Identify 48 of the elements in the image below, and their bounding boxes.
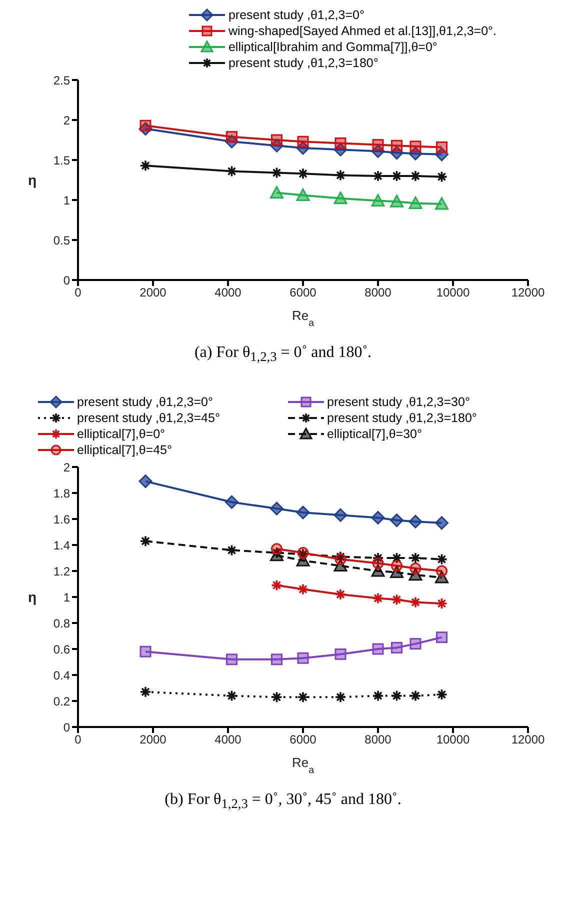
y-tick-label: 1 [63, 193, 70, 208]
legend-label: elliptical[7],θ=0° [77, 427, 166, 442]
x-tick-label: 12000 [511, 286, 546, 300]
x-tick-label: 2000 [140, 286, 167, 300]
x-tick-label: 10000 [436, 732, 470, 747]
x-axis-title: Re$_{a}$ [292, 308, 315, 328]
y-tick-label: 1.8 [53, 486, 70, 500]
legend-label: present study ,θ1,2,3=45° [77, 411, 220, 426]
y-tick-label: 0.4 [53, 668, 70, 682]
x-tick-label: 0 [74, 286, 82, 300]
x-axis-title: Re$_{a}$ [292, 755, 315, 776]
y-tick-label: 2.5 [53, 73, 70, 88]
x-tick-label: 0 [74, 732, 82, 747]
x-tick-label: 12000 [511, 732, 546, 747]
legend-label: wing-shaped[Sayed Ahmed et al.[13]],θ1,2,3=0°. [228, 24, 497, 38]
y-tick-label: 0 [63, 720, 70, 734]
x-tick-label: 6000 [290, 732, 317, 747]
legend-label: elliptical[Ibrahim and Gomma[7]],θ=0° [228, 40, 438, 54]
y-tick-label: 1.2 [53, 564, 70, 578]
y-tick-label: 1.5 [53, 153, 70, 168]
y-tick-label: 0 [63, 273, 70, 288]
x-tick-label: 6000 [290, 286, 317, 300]
x-tick-label: 4000 [214, 732, 242, 747]
y-tick-label: 2 [63, 113, 70, 128]
legend-label: present study ,θ1,2,3=180° [327, 411, 477, 426]
y-tick-label: 1.4 [53, 538, 70, 552]
y-tick-label: 0.6 [53, 642, 70, 656]
y-tick-label: 2 [63, 460, 70, 474]
y-axis-title: η [28, 589, 37, 606]
x-tick-label: 8000 [364, 732, 392, 747]
legend-label: present study ,θ1,2,3=0° [228, 8, 364, 22]
y-axis-title: η [28, 172, 37, 188]
legend-label: present study ,θ1,2,3=180° [228, 56, 378, 70]
legend-label: elliptical[7],θ=45° [77, 443, 172, 458]
legend-label: present study ,θ1,2,3=0° [77, 395, 213, 410]
x-tick-label: 4000 [214, 286, 242, 300]
y-tick-label: 1 [63, 590, 70, 604]
legend-label: elliptical[7],θ=30° [327, 427, 422, 442]
y-tick-label: 0.5 [53, 233, 70, 248]
x-tick-label: 10000 [436, 286, 470, 300]
text: (b) For θ$_{1,2,3}$ = 0˚, 30˚, 45˚ and 180˚. [164, 791, 402, 812]
y-tick-label: 1.6 [53, 512, 70, 526]
text: (a) For θ$_{1,2,3}$ = 0˚ and 180˚. [194, 344, 372, 364]
x-tick-label: 2000 [140, 732, 167, 747]
legend-label: present study ,θ1,2,3=30° [327, 395, 470, 410]
y-tick-label: 0.2 [53, 694, 70, 708]
x-tick-label: 8000 [364, 286, 392, 300]
y-tick-label: 0.8 [53, 616, 70, 630]
